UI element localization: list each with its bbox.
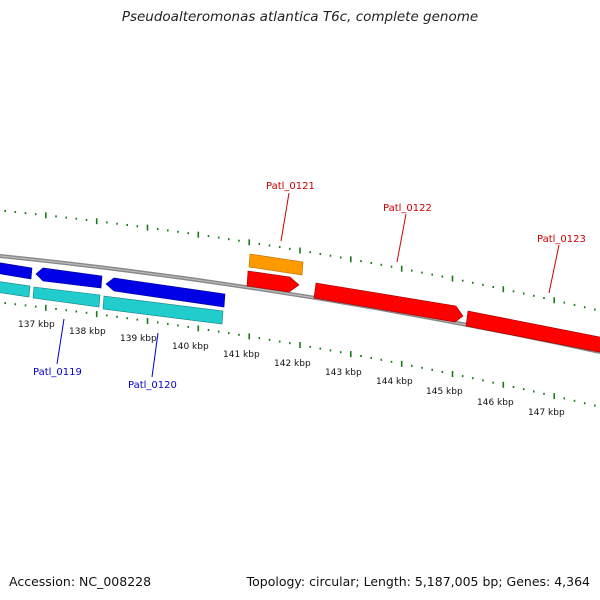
tick-label: 144 kbp xyxy=(376,377,413,387)
red-feature-patl-0121 xyxy=(246,270,300,293)
forward-feature-2 xyxy=(35,267,103,289)
accession-text: Accession: NC_008228 xyxy=(9,574,152,589)
orange-feature xyxy=(248,253,304,276)
red-feature-patl-0122 xyxy=(313,282,464,323)
forward-feature-1 xyxy=(0,262,33,280)
tick-label: 140 kbp xyxy=(172,342,209,352)
tick-label: 137 kbp xyxy=(18,320,55,330)
page-title: Pseudoalteromonas atlantica T6c, complet… xyxy=(121,9,479,25)
outer-tick-ring xyxy=(4,210,596,311)
forward-feature-3 xyxy=(105,277,226,308)
red-feature-patl-0123 xyxy=(465,310,600,353)
inner-tick-ring xyxy=(4,302,596,407)
tick-label: 142 kbp xyxy=(274,359,311,369)
reverse-feature-2 xyxy=(32,286,101,308)
tick-label: 138 kbp xyxy=(69,327,106,337)
tick-label: 139 kbp xyxy=(120,334,157,344)
topology-text: Topology: circular; Length: 5,187,005 bp… xyxy=(246,574,590,589)
leader-line-patl-0123 xyxy=(548,244,560,294)
gene-label-patl-0119[interactable]: Patl_0119 xyxy=(33,367,82,378)
gene-label-patl-0123[interactable]: Patl_0123 xyxy=(537,234,586,245)
tick-label: 147 kbp xyxy=(528,408,565,418)
tick-label: 141 kbp xyxy=(223,350,260,360)
gene-label-patl-0122[interactable]: Patl_0122 xyxy=(383,203,432,214)
leader-line-patl-0121 xyxy=(280,192,290,242)
leader-line-patl-0119 xyxy=(56,318,65,365)
leader-line-patl-0120 xyxy=(151,332,159,378)
tick-labels: 137 kbp 138 kbp 139 kbp 140 kbp 141 kbp … xyxy=(18,320,565,418)
tick-label: 146 kbp xyxy=(477,398,514,408)
gene-label-patl-0120[interactable]: Patl_0120 xyxy=(128,380,177,391)
gene-label-patl-0121[interactable]: Patl_0121 xyxy=(266,181,315,192)
tick-label: 145 kbp xyxy=(426,387,463,397)
reverse-feature-3 xyxy=(102,295,224,325)
reverse-feature-1 xyxy=(0,281,31,298)
leader-line-patl-0122 xyxy=(396,213,407,263)
tick-label: 143 kbp xyxy=(325,368,362,378)
